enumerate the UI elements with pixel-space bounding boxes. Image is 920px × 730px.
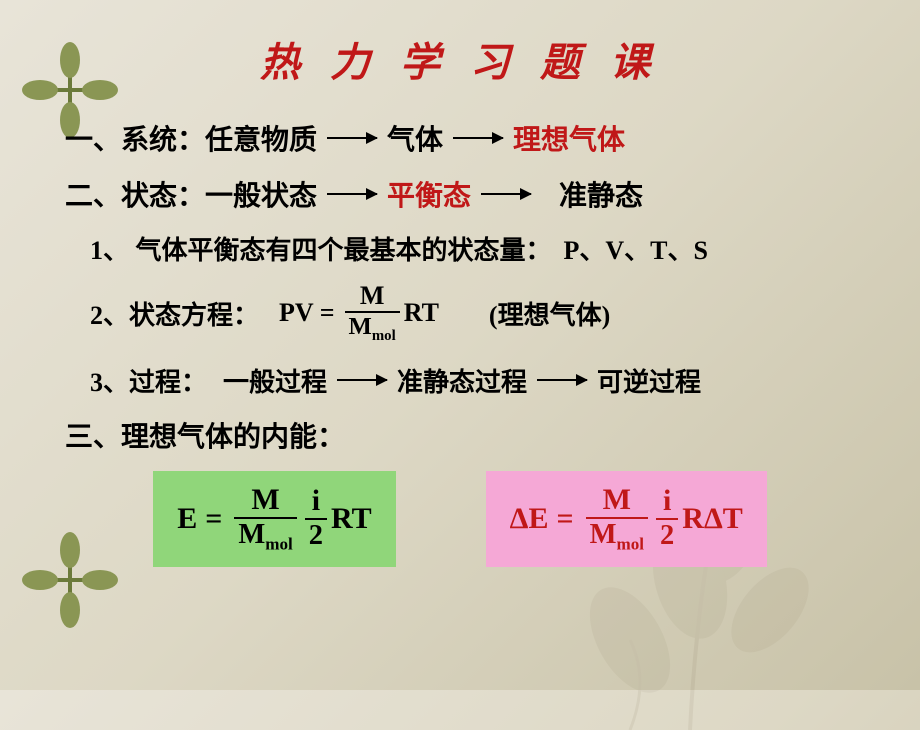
line-system: 一、系统：任意物质 气体 理想气体 [65, 118, 880, 158]
formula-energy: E = M Mmol i 2 RT [153, 471, 395, 567]
formula-boxes: E = M Mmol i 2 RT ΔE = M Mmol i 2 RΔT [40, 471, 880, 567]
eq-lhs: PV [279, 298, 314, 328]
arrow-icon [537, 379, 587, 381]
sub2-label: 2、状态方程： [90, 295, 259, 332]
state-label: 二、状态：一般状态 [65, 174, 317, 214]
sub1-label: 1、 气体平衡态有四个最基本的状态量： [90, 230, 552, 267]
system-ideal-gas: 理想气体 [513, 118, 625, 158]
formula-delta-energy: ΔE = M Mmol i 2 RΔT [486, 471, 767, 567]
line-state: 二、状态：一般状态 平衡态 准静态 [65, 174, 880, 214]
sub3-label: 3、过程： [90, 362, 207, 399]
arrow-icon [481, 193, 531, 195]
eq-rhs: RT [404, 298, 439, 328]
state-equilibrium: 平衡态 [387, 174, 471, 214]
sub3-process: 3、过程： 一般过程 准静态过程 可逆过程 [90, 362, 880, 399]
sub3-c: 可逆过程 [597, 362, 701, 399]
arrow-icon [327, 193, 377, 195]
arrow-icon [327, 137, 377, 139]
arrow-icon [453, 137, 503, 139]
eq-sign: = [320, 298, 335, 328]
sub1-vars: P、V、T、S [564, 230, 708, 267]
sub2-equation-of-state: 2、状态方程： PV = M Mmol RT (理想气体) [90, 283, 880, 344]
sub2-note: (理想气体) [489, 295, 610, 332]
sub1-state-vars: 1、 气体平衡态有四个最基本的状态量： P、V、T、S [90, 230, 880, 267]
sub3-b: 准静态过程 [397, 362, 527, 399]
state-quasistatic: 准静态 [559, 174, 643, 214]
system-gas: 气体 [387, 118, 443, 158]
sub3-a: 一般过程 [223, 362, 327, 399]
page-title: 热 力 学 习 题 课 [40, 30, 880, 88]
line-internal-energy: 三、理想气体的内能： [65, 415, 880, 455]
line3-label: 三、理想气体的内能： [65, 415, 345, 455]
arrow-icon [337, 379, 387, 381]
eq-fraction: M Mmol [345, 283, 400, 344]
system-label: 一、系统：任意物质 [65, 118, 317, 158]
